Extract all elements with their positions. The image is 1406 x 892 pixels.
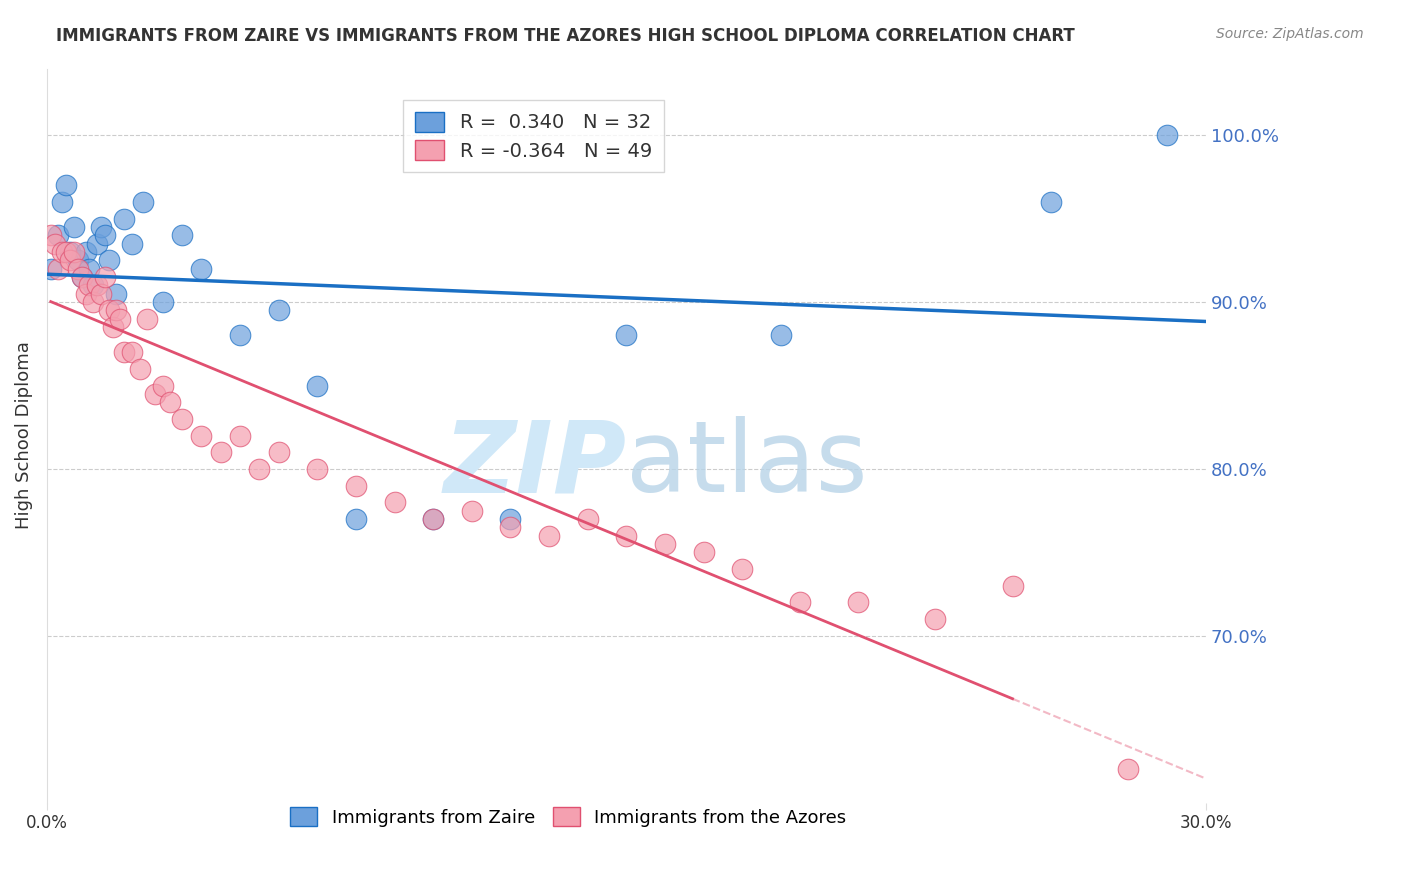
Point — [121, 236, 143, 251]
Point — [90, 286, 112, 301]
Legend: R =  0.340   N = 32, R = -0.364   N = 49: R = 0.340 N = 32, R = -0.364 N = 49 — [404, 100, 664, 172]
Point — [105, 303, 128, 318]
Point — [110, 311, 132, 326]
Point — [924, 612, 946, 626]
Point — [63, 219, 86, 234]
Point — [614, 328, 637, 343]
Point — [66, 261, 89, 276]
Point — [39, 228, 62, 243]
Point — [731, 562, 754, 576]
Point — [190, 428, 212, 442]
Point — [247, 462, 270, 476]
Point — [79, 278, 101, 293]
Point — [1040, 194, 1063, 209]
Point — [344, 478, 367, 492]
Point — [172, 228, 194, 243]
Point — [152, 378, 174, 392]
Point — [70, 270, 93, 285]
Text: ZIP: ZIP — [443, 417, 626, 514]
Point — [66, 253, 89, 268]
Point — [136, 311, 159, 326]
Text: Source: ZipAtlas.com: Source: ZipAtlas.com — [1216, 27, 1364, 41]
Point — [1001, 579, 1024, 593]
Y-axis label: High School Diploma: High School Diploma — [15, 342, 32, 530]
Text: IMMIGRANTS FROM ZAIRE VS IMMIGRANTS FROM THE AZORES HIGH SCHOOL DIPLOMA CORRELAT: IMMIGRANTS FROM ZAIRE VS IMMIGRANTS FROM… — [56, 27, 1076, 45]
Point — [48, 261, 70, 276]
Point — [90, 219, 112, 234]
Point — [39, 261, 62, 276]
Point — [769, 328, 792, 343]
Point — [576, 512, 599, 526]
Point — [152, 295, 174, 310]
Point — [537, 529, 560, 543]
Point — [51, 245, 73, 260]
Point — [97, 303, 120, 318]
Point — [654, 537, 676, 551]
Point — [267, 303, 290, 318]
Point — [128, 361, 150, 376]
Point — [48, 228, 70, 243]
Point — [190, 261, 212, 276]
Point — [44, 236, 66, 251]
Point — [86, 278, 108, 293]
Point — [75, 245, 97, 260]
Point — [132, 194, 155, 209]
Point — [59, 245, 82, 260]
Point — [55, 178, 77, 193]
Point — [112, 345, 135, 359]
Point — [789, 595, 811, 609]
Point — [55, 245, 77, 260]
Point — [499, 520, 522, 534]
Point — [1118, 762, 1140, 776]
Point — [159, 395, 181, 409]
Point — [112, 211, 135, 226]
Point — [614, 529, 637, 543]
Point — [344, 512, 367, 526]
Point — [82, 278, 104, 293]
Point — [307, 462, 329, 476]
Point — [209, 445, 232, 459]
Point — [51, 194, 73, 209]
Point — [59, 253, 82, 268]
Point — [121, 345, 143, 359]
Point — [384, 495, 406, 509]
Point — [846, 595, 869, 609]
Point — [692, 545, 714, 559]
Point — [94, 270, 117, 285]
Point — [70, 270, 93, 285]
Point — [79, 261, 101, 276]
Point — [422, 512, 444, 526]
Point — [267, 445, 290, 459]
Point — [105, 286, 128, 301]
Point — [143, 387, 166, 401]
Point — [461, 503, 484, 517]
Point — [97, 253, 120, 268]
Text: atlas: atlas — [626, 417, 868, 514]
Point — [86, 236, 108, 251]
Point — [307, 378, 329, 392]
Point — [82, 295, 104, 310]
Point — [229, 428, 252, 442]
Point — [75, 286, 97, 301]
Point — [229, 328, 252, 343]
Point — [422, 512, 444, 526]
Point — [94, 228, 117, 243]
Point — [63, 245, 86, 260]
Point — [1156, 128, 1178, 143]
Point — [499, 512, 522, 526]
Point — [101, 320, 124, 334]
Point — [172, 412, 194, 426]
